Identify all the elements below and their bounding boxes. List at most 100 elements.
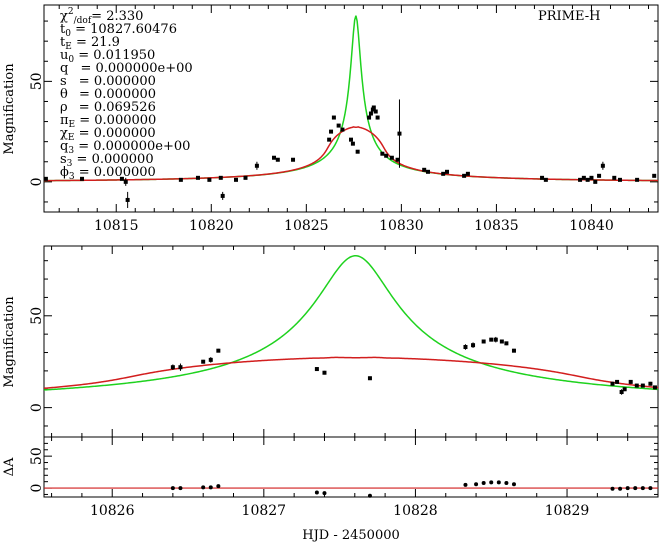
top-y-tick-label: 0 (29, 177, 45, 186)
top-data-point (291, 157, 296, 162)
zoom-lightcurve-panel: 0 50 Magnification (2, 245, 659, 438)
top-data-point (425, 169, 430, 174)
residual-data-point (463, 482, 468, 487)
zoom-data-point (504, 341, 509, 346)
top-data-point (123, 179, 128, 184)
top-data-point (119, 176, 124, 181)
residual-data-point (201, 485, 206, 490)
zoom-data-point (463, 345, 468, 350)
zoom-y-axis-label: Magnification (2, 296, 17, 388)
residual-data-point (367, 493, 372, 498)
top-y-tick-label: 50 (29, 72, 45, 90)
top-data-point (43, 176, 48, 181)
zoom-data-point (481, 339, 486, 344)
top-x-tick-label: 10825 (284, 218, 329, 234)
residual-data-point (504, 480, 509, 485)
zoom-data-point (471, 343, 476, 348)
zoom-data-point (615, 379, 620, 384)
top-x-tick-labels: 10815 10820 10825 10830 10835 10840 (94, 218, 614, 234)
top-plot-frame (43, 4, 659, 213)
zoom-plot-frame (43, 245, 659, 438)
zoom-data-point (170, 365, 175, 370)
top-x-tick-label: 10830 (379, 218, 424, 234)
zoom-data-point (208, 357, 213, 362)
residual-data-point (610, 486, 615, 491)
residual-data-point (640, 486, 645, 491)
top-data-point (340, 127, 345, 132)
residual-data-point (474, 482, 479, 487)
residual-y-axis-label: ΔA (2, 457, 17, 476)
zoom-data-point (493, 337, 498, 342)
residual-y-tick-labels: 0 50 (29, 447, 45, 492)
top-data-point (218, 175, 223, 180)
top-data-point (422, 167, 427, 172)
top-data-point (331, 115, 336, 120)
zoom-data-point (511, 348, 516, 353)
zoom-data-point (610, 381, 615, 386)
zoom-point-source-model-curve (43, 255, 659, 391)
top-data-point (178, 177, 183, 182)
top-data-point (350, 141, 355, 146)
top-data-point (462, 173, 467, 178)
top-data-point (578, 177, 583, 182)
param-tE: tE = 21.9 (60, 35, 120, 52)
top-data-point (540, 175, 545, 180)
res-y-tick-label: 0 (29, 484, 45, 493)
top-data-point (368, 111, 373, 116)
zoom-axis-ticks (44, 246, 659, 437)
top-model-curves (43, 15, 659, 182)
top-data-point (80, 176, 85, 181)
param-s3: s3 = 0.000000 (60, 152, 154, 169)
top-data-point (375, 115, 380, 120)
top-data-point (373, 109, 378, 114)
zoom-y-tick-labels: 0 50 (29, 307, 45, 412)
param-q: q = 0.000000e+00 (60, 61, 193, 76)
param-q3: q3 = 0.000000e+00 (60, 139, 190, 156)
top-data-point (597, 173, 602, 178)
residual-data-point (618, 486, 623, 491)
residual-x-tick-labels: 10826 10827 10828 10829 (90, 503, 589, 519)
residual-data-point (170, 486, 175, 491)
top-data-point (380, 151, 385, 156)
top-data-point (652, 173, 657, 178)
top-x-tick-label: 10835 (474, 218, 519, 234)
residual-data-point (314, 490, 319, 495)
param-u0: u0 = 0.011950 (60, 48, 155, 65)
fit-parameters: χ2/dof= 2.330 t0 = 10827.60476 tE = 21.9… (60, 7, 193, 182)
top-data-point (397, 131, 402, 136)
param-chi2dof: χ2/dof= 2.330 (60, 7, 143, 26)
top-y-axis-label: Magnification (2, 63, 17, 155)
top-x-tick-label: 10820 (189, 218, 234, 234)
top-data-point (336, 123, 341, 128)
top-data-point (444, 169, 449, 174)
top-data-point (465, 171, 470, 176)
top-axis-ticks (44, 5, 658, 212)
top-data-point (384, 153, 389, 158)
zoom-data-point (622, 387, 627, 392)
top-data-point (195, 175, 200, 180)
residual-plot-frame (43, 436, 659, 498)
top-data-point (233, 177, 238, 182)
residual-data-point (496, 480, 501, 485)
zoom-data-point (367, 376, 372, 381)
top-data-point (370, 107, 375, 112)
top-data-point (585, 177, 590, 182)
top-x-tick-label: 10815 (94, 218, 139, 234)
zoom-data-point (314, 367, 319, 372)
zoom-finite-source-model-curve (43, 356, 659, 390)
zoom-data-point (640, 383, 645, 388)
residual-data-point (178, 486, 183, 491)
top-data-point (207, 177, 212, 182)
top-data-point (254, 163, 259, 168)
zoom-data-point (628, 379, 633, 384)
top-data-point (275, 157, 280, 162)
top-x-tick-label: 10840 (569, 218, 614, 234)
res-x-tick-label: 10828 (393, 503, 438, 519)
zoom-y-tick-label: 0 (29, 403, 45, 412)
top-data-point (243, 175, 248, 180)
telescope-label: PRIME-H (538, 9, 600, 24)
zoom-data-point (634, 383, 639, 388)
residual-data-point (633, 486, 638, 491)
top-data-point (371, 105, 376, 110)
